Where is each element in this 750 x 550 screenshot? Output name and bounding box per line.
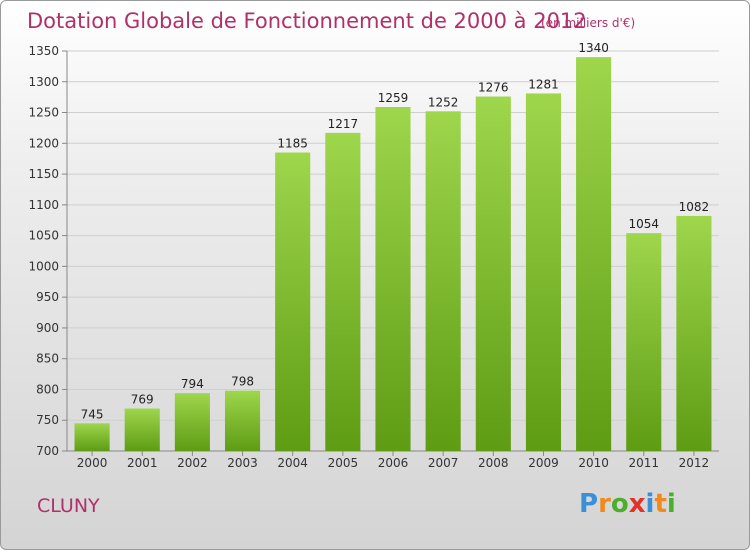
x-tick-label: 2006	[378, 456, 409, 470]
x-tick-label: 2002	[177, 456, 208, 470]
bar-2004	[275, 152, 311, 452]
bar-value-label: 1217	[328, 117, 359, 131]
x-tick-label: 2010	[578, 456, 609, 470]
y-tick-label: 1150	[28, 167, 59, 181]
logo-letter: x	[628, 489, 646, 519]
bar-value-label: 1281	[528, 77, 559, 91]
y-tick-label: 800	[36, 382, 59, 396]
x-tick-label: 2009	[528, 456, 559, 470]
x-tick-label: 2003	[227, 456, 258, 470]
bar-2003	[224, 390, 261, 451]
bar-2001	[124, 408, 160, 451]
y-tick-label: 1250	[28, 106, 59, 120]
unit-note: (en milliers d'€)	[541, 16, 636, 30]
x-tick-label: 2004	[277, 456, 308, 470]
bar-value-label: 745	[81, 407, 104, 421]
bar-value-label: 1054	[628, 217, 659, 231]
y-tick-label: 750	[36, 413, 59, 427]
logo-letter: r	[598, 489, 611, 519]
y-tick-label: 700	[36, 444, 59, 458]
bar-value-label: 1276	[478, 81, 509, 95]
x-tick-label: 2012	[679, 456, 710, 470]
y-tick-label: 1300	[28, 75, 59, 89]
y-tick-label: 1100	[28, 198, 59, 212]
y-tick-label: 1050	[28, 229, 59, 243]
bar-value-label: 1259	[378, 91, 409, 105]
bar-value-label: 769	[131, 393, 154, 407]
bar-2005	[325, 132, 361, 451]
bar-value-label: 1340	[578, 41, 609, 55]
x-tick-label: 2005	[328, 456, 359, 470]
x-tick-label: 2011	[628, 456, 659, 470]
bar-2011	[626, 233, 662, 451]
x-tick-label: 2008	[478, 456, 509, 470]
bar-2000	[74, 423, 110, 451]
logo-letter: t	[654, 489, 667, 519]
logo-letter: o	[610, 489, 629, 519]
bar-value-label: 1185	[277, 137, 308, 151]
logo-letter: P	[579, 489, 599, 519]
chart-title: Dotation Globale de Fonctionnement de 20…	[27, 9, 587, 33]
bar-2007	[425, 111, 461, 452]
bar-value-label: 1082	[679, 200, 710, 214]
bar-2006	[375, 107, 411, 451]
proxiti-logo: Proxiti	[579, 489, 676, 519]
bar-2002	[174, 393, 210, 451]
commune-name: CLUNY	[37, 495, 100, 517]
bar-2012	[676, 215, 712, 451]
x-tick-label: 2001	[127, 456, 158, 470]
logo-letter: i	[666, 489, 676, 519]
bar-value-label: 794	[181, 377, 204, 391]
y-tick-label: 900	[36, 321, 59, 335]
y-tick-label: 950	[36, 290, 59, 304]
bar-2008	[475, 96, 511, 452]
bar-value-label: 798	[231, 375, 254, 389]
y-tick-label: 1350	[28, 44, 59, 58]
x-tick-label: 2007	[428, 456, 459, 470]
y-tick-label: 1000	[28, 259, 59, 273]
bar-2010	[576, 57, 612, 452]
bar-value-label: 1252	[428, 95, 459, 109]
bar-2009	[525, 93, 562, 451]
x-tick-label: 2000	[77, 456, 108, 470]
logo-letter: i	[645, 489, 655, 519]
y-tick-label: 850	[36, 352, 59, 366]
y-tick-label: 1200	[28, 136, 59, 150]
